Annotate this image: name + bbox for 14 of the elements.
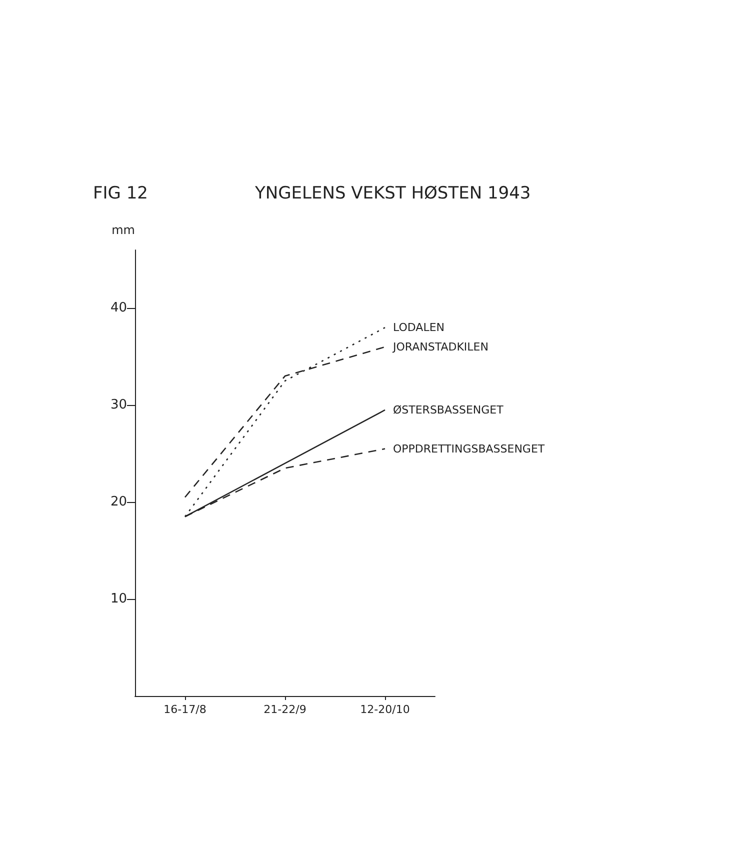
y-tick-label: 10 [110, 592, 127, 607]
series-label: JORANSTADKILEN [392, 340, 488, 354]
caption: FIG 12 [93, 184, 148, 204]
series-label: ØSTERSBASSENGET [393, 403, 504, 416]
series-label: OPPDRETTINGSBASSENGET [393, 442, 545, 456]
x-tick-label: 21-22/9 [264, 703, 306, 716]
y-tick-label: 20 [110, 494, 127, 510]
y-axis-title: mm [112, 223, 135, 237]
x-tick-label: 12-20/10 [360, 703, 410, 716]
x-tick-label: 16-17/8 [164, 703, 206, 716]
series-label: LODALEN [393, 321, 445, 334]
chart-title: YNGELENS VEKST HØSTEN 1943 [254, 184, 531, 204]
y-tick-label: 40 [110, 300, 127, 316]
y-tick-label: 30 [110, 398, 127, 413]
